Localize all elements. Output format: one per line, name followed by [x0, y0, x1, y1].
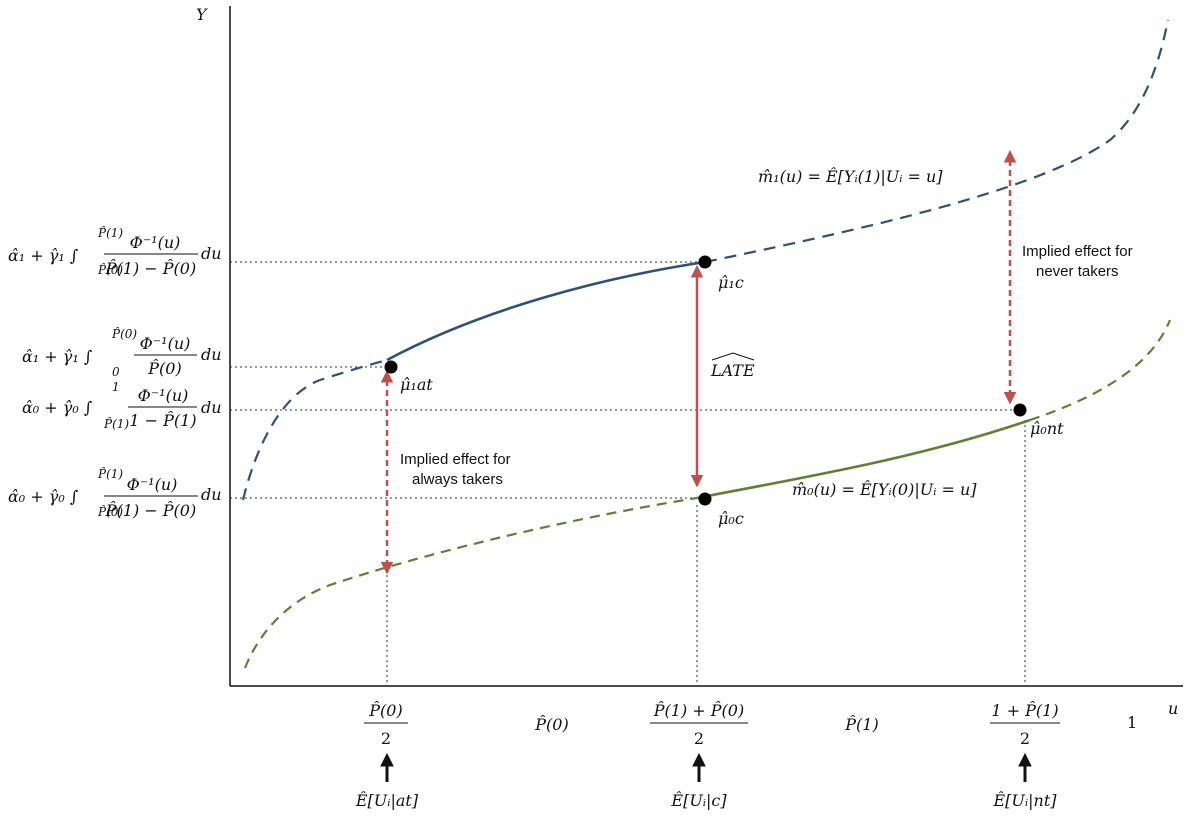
svg-text:P̂(1) + P̂(0): P̂(1) + P̂(0)	[653, 701, 744, 720]
x-tick-p0: P̂(0)	[534, 715, 568, 734]
vertical-guides	[386, 420, 1026, 686]
m1-curve-right-dashed	[704, 19, 1170, 264]
horizontal-guides	[230, 261, 1018, 499]
m0-curve-solid	[696, 418, 1031, 500]
x-tick-p1: P̂(1)	[844, 715, 878, 734]
point-mu-1c	[698, 255, 712, 269]
svg-text:P̂(0): P̂(0)	[97, 262, 123, 277]
m0-curve-left-dashed	[243, 496, 698, 669]
expectation-arrows	[380, 752, 1032, 782]
svg-text:P̂(0): P̂(0)	[368, 701, 402, 720]
svg-text:P̂(1): P̂(1)	[103, 416, 129, 431]
expectation-at: Ê[Uᵢ|at]	[355, 790, 419, 810]
point-mu-0c	[698, 492, 712, 506]
svg-text:P̂(0): P̂(0)	[97, 504, 123, 519]
late-label: LATE	[710, 352, 755, 380]
svg-text:du: du	[201, 345, 222, 364]
svg-text:α̂₀ + γ̂₀ ∫: α̂₀ + γ̂₀ ∫	[8, 487, 78, 506]
svg-text:P̂(0): P̂(0)	[147, 359, 181, 378]
y-tick-expression-3: α̂₀ + γ̂₀ ∫ 1 P̂(1) Φ⁻¹(u) 1 − P̂(1) du	[22, 380, 222, 431]
never-takers-label-line2: never takers	[1036, 263, 1119, 280]
m0-curve-label: m̂₀(u) = Ê[Yᵢ(0)|Uᵢ = u]	[792, 479, 977, 499]
x-tick-nt: 1 + P̂(1) 2	[990, 701, 1060, 748]
svg-text:LATE: LATE	[710, 361, 755, 380]
svg-text:2: 2	[694, 729, 704, 748]
svg-text:2: 2	[381, 729, 391, 748]
svg-text:P̂(0): P̂(0)	[111, 326, 137, 341]
svg-text:P̂(1): P̂(1)	[97, 466, 123, 481]
label-mu-0nt: μ̂₀nt	[1030, 419, 1064, 438]
y-tick-expression-1: α̂₁ + γ̂₁ ∫ P̂(1) P̂(0) Φ⁻¹(u) P̂(1) − P…	[8, 225, 222, 278]
always-takers-label-line1: Implied effect for	[400, 451, 511, 468]
x-axis-label: u	[1168, 699, 1178, 718]
point-mu-0nt	[1013, 403, 1027, 417]
svg-text:Φ⁻¹(u): Φ⁻¹(u)	[140, 334, 191, 353]
svg-text:α̂₀ + γ̂₀ ∫: α̂₀ + γ̂₀ ∫	[22, 398, 92, 417]
x-axis-end-label: 1	[1127, 713, 1137, 732]
svg-text:Φ⁻¹(u): Φ⁻¹(u)	[130, 233, 181, 252]
svg-text:P̂(1): P̂(1)	[97, 225, 123, 240]
y-axis-label: Y	[196, 5, 208, 24]
y-tick-expression-2: α̂₁ + γ̂₁ ∫ P̂(0) 0 Φ⁻¹(u) P̂(0) du	[22, 326, 222, 379]
svg-text:α̂₁ + γ̂₁ ∫: α̂₁ + γ̂₁ ∫	[22, 347, 92, 366]
svg-text:1 − P̂(1): 1 − P̂(1)	[129, 411, 196, 430]
svg-text:0: 0	[112, 365, 120, 379]
m1-curve-label: m̂₁(u) = Ê[Yᵢ(1)|Uᵢ = u]	[758, 166, 943, 186]
expectation-nt: Ê[Uᵢ|nt]	[993, 790, 1058, 810]
label-mu-1at: μ̂₁at	[400, 375, 433, 394]
point-mu-1at	[384, 360, 398, 374]
svg-text:P̂(1) − P̂(0): P̂(1) − P̂(0)	[105, 501, 196, 520]
expectation-c: Ê[Uᵢ|c]	[670, 790, 727, 810]
never-takers-label-line1: Implied effect for	[1022, 243, 1133, 260]
svg-text:du: du	[201, 244, 222, 263]
svg-text:du: du	[201, 485, 222, 504]
svg-text:2: 2	[1020, 729, 1030, 748]
always-takers-label-line2: always takers	[412, 471, 503, 488]
label-mu-1c: μ̂₁c	[718, 273, 744, 292]
svg-text:1 + P̂(1): 1 + P̂(1)	[991, 701, 1058, 720]
svg-text:Φ⁻¹(u): Φ⁻¹(u)	[138, 386, 189, 405]
m1-curve-left-dashed	[241, 358, 388, 501]
x-tick-mid: P̂(1) + P̂(0) 2	[650, 701, 748, 748]
svg-text:α̂₁ + γ̂₁ ∫: α̂₁ + γ̂₁ ∫	[8, 246, 78, 265]
m1-curve-solid	[386, 260, 706, 362]
label-mu-0c: μ̂₀c	[718, 509, 744, 528]
svg-text:1: 1	[112, 380, 120, 394]
y-tick-expression-4: α̂₀ + γ̂₀ ∫ P̂(1) P̂(0) Φ⁻¹(u) P̂(1) − P…	[8, 466, 222, 520]
svg-text:Φ⁻¹(u): Φ⁻¹(u)	[127, 475, 178, 494]
svg-text:P̂(1) − P̂(0): P̂(1) − P̂(0)	[105, 259, 196, 278]
m0-curve-right-dashed	[1029, 319, 1172, 422]
svg-text:du: du	[201, 398, 222, 417]
x-tick-p0-half: P̂(0) 2	[364, 701, 408, 748]
